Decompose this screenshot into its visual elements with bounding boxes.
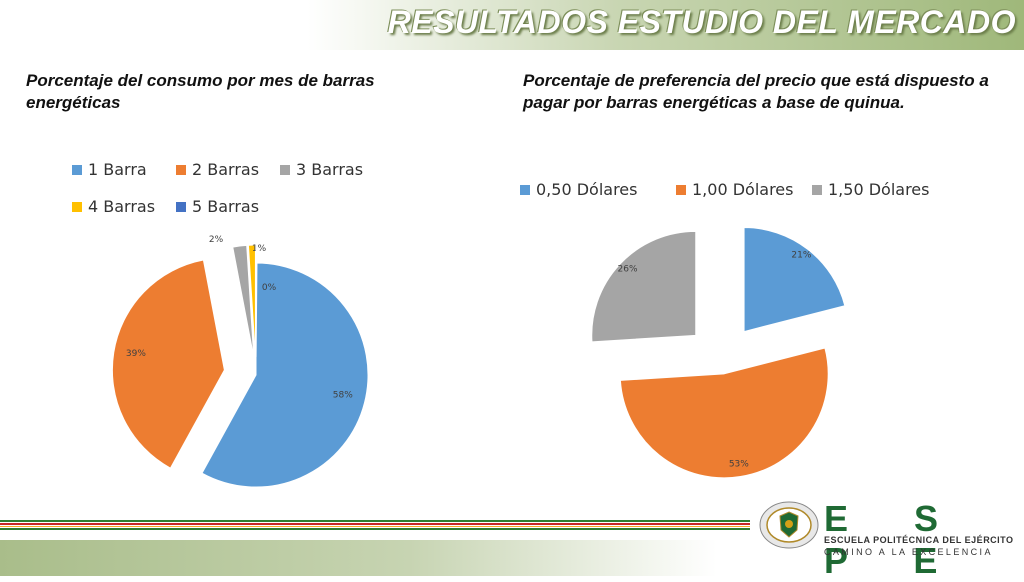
footer-band <box>0 540 1024 576</box>
institution-motto: CAMINO A LA EXCELENCIA <box>824 547 993 557</box>
pie-slice-1-1 <box>619 347 829 479</box>
pie-slice-0-0 <box>201 262 369 488</box>
espe-logo-text: E S P E <box>824 498 967 581</box>
legend-label: 1,50 Dólares <box>828 180 930 199</box>
pie-data-label-0-0: 58% <box>333 390 353 400</box>
espe-seal-logo <box>759 501 819 549</box>
legend-label: 4 Barras <box>88 197 156 216</box>
legend-label: 2 Barras <box>192 160 260 179</box>
legend-item-3-barras: 3 Barras <box>280 160 363 179</box>
legend-item-150: 1,50 Dólares <box>812 180 929 199</box>
legend-item-100: 1,00 Dólares <box>676 180 793 199</box>
legend-item-2-barras: 2 Barras <box>176 160 259 179</box>
legend-label: 5 Barras <box>192 197 260 216</box>
chart-title-consumption: Porcentaje del consumo por mes de barras… <box>26 71 375 112</box>
legend-swatch <box>176 164 186 175</box>
pie-slice-0-3 <box>247 244 256 358</box>
pie-slice-0-2 <box>232 244 255 358</box>
pie-data-label-1-1: 53% <box>729 459 749 469</box>
legend-swatch <box>72 201 82 212</box>
institution-name: ESCUELA POLITÉCNICA DEL EJÉRCITO <box>824 535 1014 545</box>
legend-label: 3 Barras <box>296 160 364 179</box>
pie-slice-1-2 <box>591 230 697 343</box>
legend-item-5-barras: 5 Barras <box>176 197 259 216</box>
pie-slice-0-4 <box>255 244 258 358</box>
legend-label: 1,00 Dólares <box>692 180 794 199</box>
header-band <box>0 0 1024 50</box>
pie-data-label-0-2: 2% <box>209 235 224 245</box>
pie-data-label-1-0: 21% <box>791 251 811 261</box>
legend-swatch <box>676 184 686 195</box>
legend-label: 1 Barra <box>88 160 147 179</box>
legend-swatch <box>280 164 290 175</box>
pie-data-label-0-1: 39% <box>126 349 146 359</box>
pie-slice-0-1 <box>111 259 225 469</box>
legend-item-050: 0,50 Dólares <box>520 180 637 199</box>
slide-title: RESULTADOS ESTUDIO DEL MERCADO <box>387 4 1016 40</box>
chart-title-price: Porcentaje de preferencia del precio que… <box>523 71 989 112</box>
footer-stripes <box>0 518 750 532</box>
pie-slice-1-0 <box>743 227 846 333</box>
legend-label: 0,50 Dólares <box>536 180 638 199</box>
legend-swatch <box>812 184 822 195</box>
legend-swatch <box>520 184 530 195</box>
pie-data-label-1-2: 26% <box>618 264 638 274</box>
pie-data-label-0-4: 0% <box>262 283 277 293</box>
legend-swatch <box>176 201 186 212</box>
pie-data-label-0-3: 1% <box>252 244 267 254</box>
legend-item-4-barras: 4 Barras <box>72 197 155 216</box>
legend-item-1-barra: 1 Barra <box>72 160 147 179</box>
legend-swatch <box>72 164 82 175</box>
